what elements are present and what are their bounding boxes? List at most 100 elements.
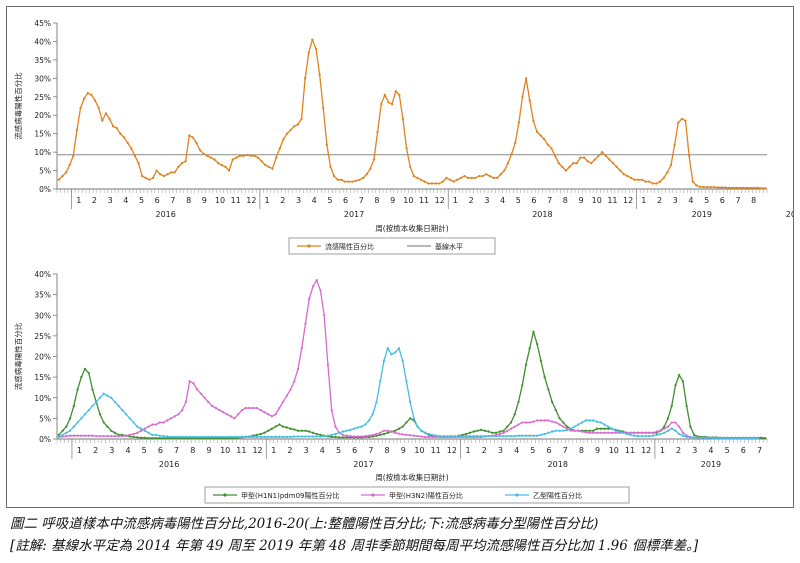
- data-point: [521, 421, 524, 424]
- data-point: [329, 165, 332, 169]
- data-point: [225, 435, 229, 439]
- data-point: [666, 171, 669, 174]
- data-point: [207, 400, 210, 404]
- legend: 流感陽性百分比 基線水平: [288, 237, 496, 255]
- data-point: [481, 174, 484, 178]
- data-point: [450, 434, 453, 438]
- data-point: [177, 413, 180, 416]
- data-point: [255, 406, 259, 410]
- data-point: [285, 394, 288, 397]
- data-point: [271, 167, 274, 170]
- data-point: [405, 433, 408, 437]
- data-point: [143, 429, 146, 432]
- x-tick-label: 7: [368, 446, 373, 455]
- data-point: [330, 408, 333, 412]
- x-tick-label: 9: [202, 196, 207, 205]
- data-point: [584, 429, 587, 432]
- data-point: [319, 433, 322, 437]
- data-point: [756, 186, 760, 190]
- data-point: [296, 123, 300, 126]
- data-point: [629, 433, 632, 437]
- data-point: [498, 432, 501, 436]
- data-point: [86, 91, 89, 95]
- y-tick-label: 5%: [39, 167, 51, 176]
- data-point: [76, 421, 79, 424]
- data-point: [270, 435, 274, 439]
- data-point: [270, 427, 274, 430]
- data-point: [394, 429, 397, 432]
- data-point: [506, 162, 510, 165]
- data-point: [293, 435, 296, 438]
- data-point: [678, 425, 681, 428]
- data-point: [95, 434, 98, 438]
- data-point: [248, 435, 251, 439]
- data-point: [371, 435, 374, 438]
- data-point: [214, 435, 217, 439]
- data-point: [140, 174, 144, 178]
- x-tick-label: 8: [563, 196, 568, 205]
- data-point: [618, 430, 621, 433]
- data-point: [323, 434, 326, 438]
- data-point: [491, 434, 494, 438]
- data-point: [151, 176, 155, 180]
- data-point: [72, 404, 75, 408]
- data-point: [181, 408, 184, 412]
- data-point: [532, 420, 535, 423]
- data-point: [337, 431, 341, 434]
- x-tick-label: 3: [304, 446, 309, 455]
- data-point: [220, 163, 223, 167]
- x-tick-label: 1: [265, 196, 270, 205]
- data-point: [213, 158, 216, 161]
- data-point: [184, 160, 187, 163]
- data-point: [644, 434, 647, 438]
- data-point: [112, 125, 115, 128]
- data-point: [202, 152, 205, 156]
- y-tick-label: 40%: [34, 270, 51, 279]
- y-tick-label: 15%: [34, 130, 51, 139]
- x-tick-label: 6: [741, 446, 746, 455]
- data-point: [416, 425, 419, 428]
- data-point: [637, 178, 640, 181]
- data-point: [539, 419, 543, 422]
- y-tick-label: 40%: [34, 37, 51, 46]
- data-point: [463, 174, 466, 178]
- x-tick-label: 2: [657, 196, 662, 205]
- data-point: [336, 178, 339, 181]
- x-tick-label: 7: [174, 446, 179, 455]
- data-point: [427, 182, 430, 185]
- data-point: [326, 363, 330, 366]
- data-point: [311, 435, 315, 438]
- data-point: [689, 436, 692, 439]
- data-point: [716, 186, 720, 189]
- data-point: [588, 429, 591, 432]
- data-point: [405, 147, 408, 150]
- data-point: [308, 430, 311, 433]
- data-point: [154, 437, 158, 440]
- data-point: [242, 154, 245, 157]
- data-point: [663, 431, 666, 434]
- data-point: [72, 434, 75, 437]
- data-point: [300, 429, 303, 432]
- data-point: [117, 434, 120, 438]
- data-point: [715, 437, 718, 440]
- y-tick-label: 45%: [34, 19, 51, 28]
- data-point: [685, 404, 688, 408]
- data-point: [441, 180, 444, 183]
- data-point: [514, 141, 517, 145]
- data-point: [143, 427, 146, 430]
- data-point: [479, 434, 483, 438]
- data-point: [102, 392, 105, 395]
- data-point: [599, 431, 602, 434]
- data-point: [376, 130, 379, 133]
- x-tick-label: 10: [414, 446, 424, 455]
- data-point: [633, 178, 636, 181]
- x-tick-label: 5: [142, 446, 147, 455]
- data-point: [749, 186, 752, 190]
- legend-marker: [515, 493, 519, 497]
- x-tick-label: 6: [155, 196, 160, 205]
- data-point: [557, 162, 560, 165]
- data-point: [181, 435, 184, 439]
- data-point: [91, 388, 94, 391]
- data-point: [154, 423, 158, 426]
- data-point: [68, 429, 72, 432]
